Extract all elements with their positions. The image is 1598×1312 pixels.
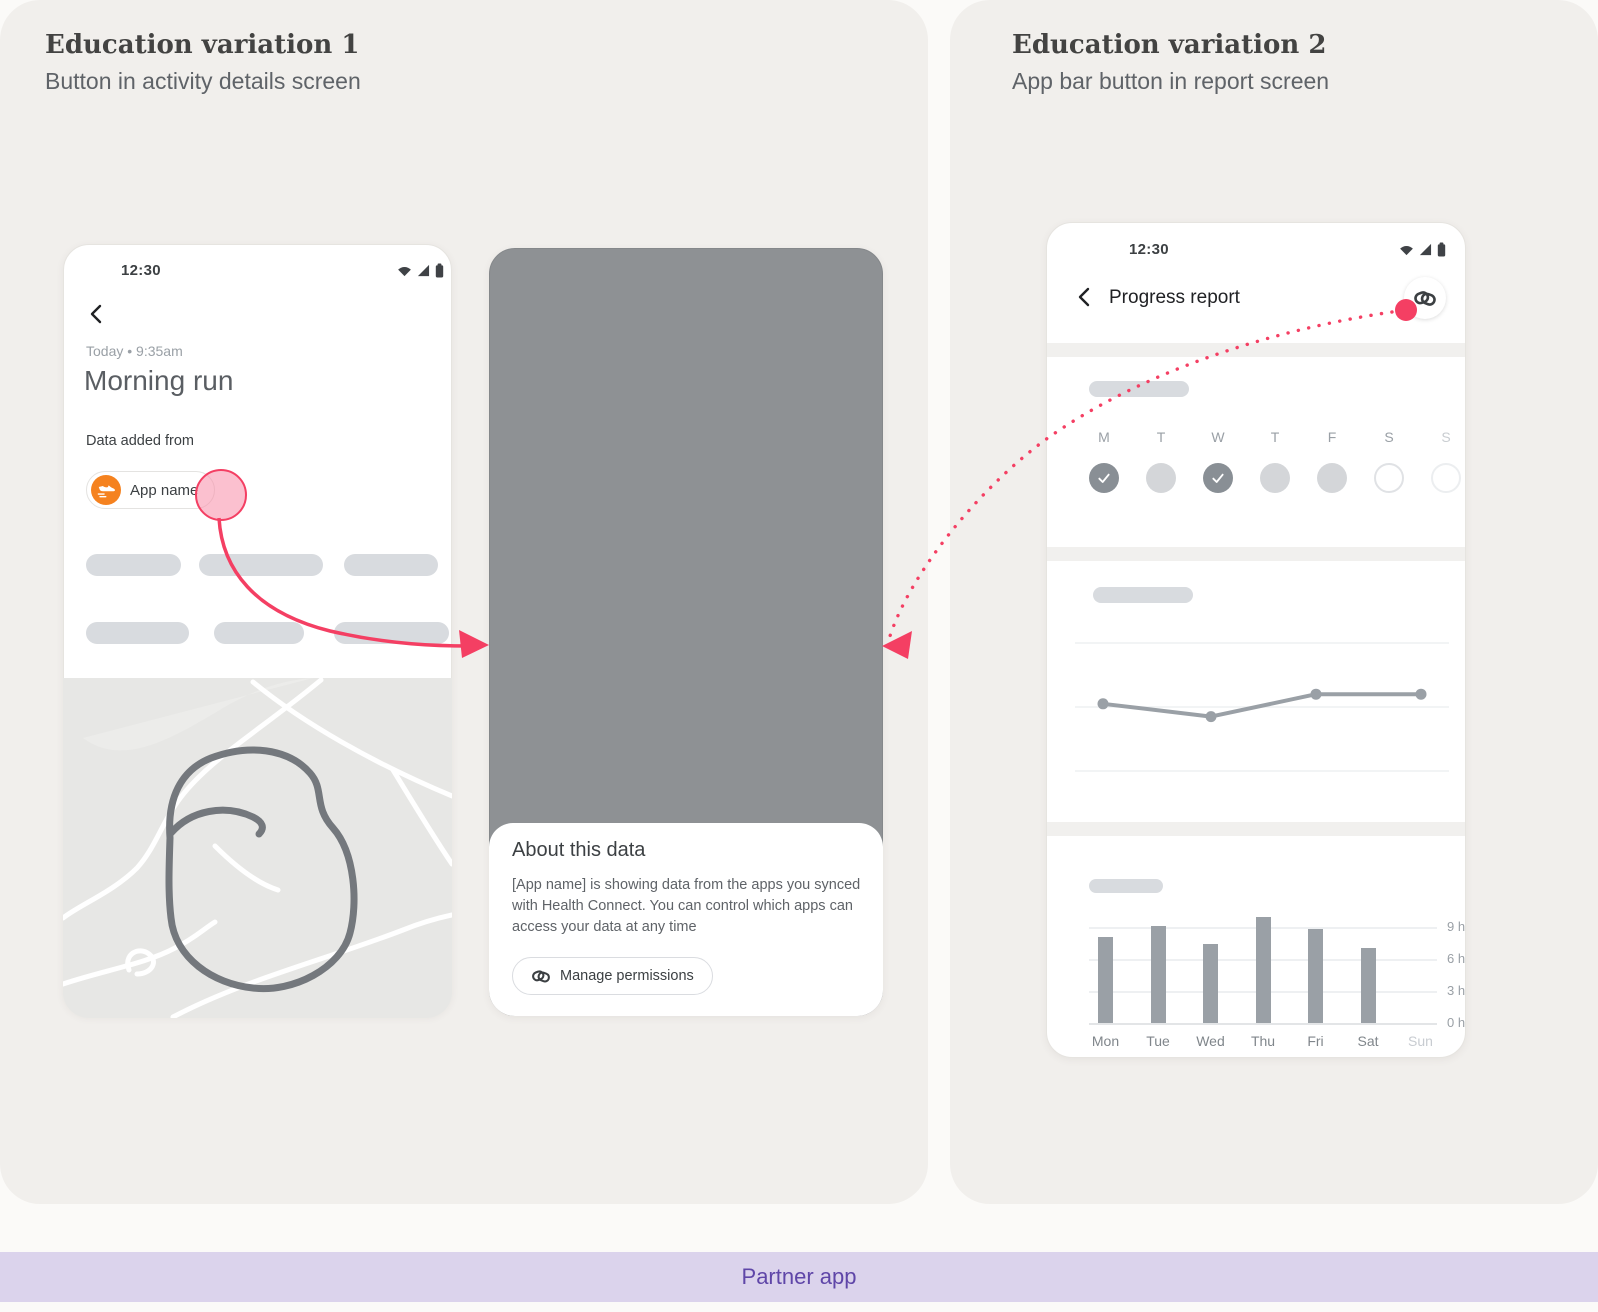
weekday-circle-filled[interactable] [1317, 463, 1347, 493]
skeleton-bar [86, 554, 181, 576]
bar-wed [1203, 944, 1218, 1023]
app-icon-badge [91, 475, 121, 505]
annotation-dot [1395, 299, 1417, 321]
skeleton-bar [1093, 587, 1193, 603]
weekday-letter: T [1156, 429, 1166, 445]
trend-line [1102, 692, 1421, 719]
skeleton-bar [214, 622, 304, 644]
bar-mon [1098, 936, 1113, 1023]
status-time: 12:30 [1129, 241, 1169, 258]
x-category-label: Sun [1408, 1033, 1433, 1049]
y-tick-label: 0 h [1447, 1015, 1466, 1030]
weekday-circle-checked[interactable] [1203, 463, 1233, 493]
activity-timestamp: Today • 9:35am [86, 343, 183, 359]
about-data-sheet: About this data [App name] is showing da… [489, 823, 883, 1016]
data-point [1310, 688, 1322, 700]
status-icons [1399, 242, 1446, 257]
x-category-label: Sat [1357, 1033, 1379, 1049]
weekday-circle-checked[interactable] [1089, 463, 1119, 493]
skeleton-bar [344, 554, 438, 576]
section-divider [1047, 343, 1465, 357]
skeleton-bar [86, 622, 189, 644]
bar-fri [1308, 929, 1323, 1023]
y-tick-label: 6 h [1447, 951, 1466, 966]
manage-permissions-label: Manage permissions [560, 968, 694, 984]
trend-line-chart [1075, 631, 1449, 781]
weekday-letter: W [1211, 429, 1225, 445]
data-point [1205, 711, 1217, 723]
bottom-sheet-phone: About this data [App name] is showing da… [489, 248, 883, 1016]
weekday-letter: S [1441, 429, 1451, 445]
data-point [1097, 698, 1109, 710]
x-category-label: Fri [1307, 1033, 1324, 1049]
skeleton-bar [334, 622, 449, 644]
back-button[interactable] [85, 302, 109, 326]
weekday-circle-filled[interactable] [1260, 463, 1290, 493]
skeleton-bar [1089, 879, 1163, 893]
panel-title: Education variation 2 [1012, 30, 1327, 60]
panel-subtitle: App bar button in report screen [1012, 68, 1330, 94]
back-button[interactable] [1073, 285, 1097, 309]
check-icon [1098, 473, 1110, 483]
weekday-circle-outline[interactable] [1374, 463, 1404, 493]
bar-thu [1255, 917, 1271, 1023]
status-time: 12:30 [121, 262, 161, 279]
activity-details-phone: 12:30 Today • 9:35am Morning run Data ad… [63, 244, 452, 1018]
x-category-label: Mon [1091, 1033, 1120, 1049]
skeleton-bar [199, 554, 323, 576]
y-tick-label: 3 h [1447, 983, 1466, 998]
section-divider [1047, 547, 1465, 561]
manage-permissions-button[interactable]: Manage permissions [512, 957, 713, 995]
weekday-circle-filled[interactable] [1146, 463, 1176, 493]
section-divider [1047, 822, 1465, 836]
panel-title: Education variation 1 [45, 30, 360, 60]
partner-app-banner: Partner app [0, 1252, 1598, 1302]
weekday-letter: T [1270, 429, 1280, 445]
line-chart-svg [1075, 642, 1449, 772]
wifi-icon [1400, 246, 1413, 256]
sheet-body: [App name] is showing data from the apps… [512, 877, 861, 935]
sheet-heading: About this data [512, 839, 646, 861]
bar-sat [1360, 948, 1376, 1023]
panel-subtitle: Button in activity details screen [45, 68, 361, 94]
app-chip-label: App name [130, 481, 199, 499]
panel-education-variation-1: Education variation 1 Button in activity… [0, 0, 928, 1204]
status-icons [397, 263, 444, 278]
weekday-letter: M [1098, 429, 1110, 445]
running-shoe-icon [97, 485, 115, 498]
panel-education-variation-2: Education variation 2 App bar button in … [950, 0, 1598, 1204]
route-map [63, 678, 452, 1018]
tap-highlight-circle [195, 469, 247, 521]
battery-icon [1437, 242, 1446, 257]
gridline [1089, 1023, 1437, 1025]
data-added-from-label: Data added from [86, 433, 195, 449]
data-point [1415, 688, 1427, 700]
chevron-left-icon [1078, 287, 1090, 307]
activity-title: Morning run [84, 365, 234, 396]
wifi-icon [398, 267, 411, 277]
map-graphic [63, 678, 452, 1018]
hours-bar-chart: 9 h 6 h 3 h 0 h Mon Tue Wed Thu Fri Sat Sun [1089, 901, 1469, 1051]
battery-icon [435, 263, 444, 278]
appbar-title: Progress report [1109, 287, 1240, 308]
x-category-label: Tue [1146, 1033, 1170, 1049]
y-tick-label: 9 h [1447, 919, 1466, 934]
check-icon [1212, 473, 1224, 483]
weekday-letter: F [1327, 429, 1337, 445]
skeleton-bar [1089, 381, 1189, 397]
chevron-left-icon [90, 304, 102, 324]
cell-signal-icon [1419, 243, 1432, 256]
cell-signal-icon [417, 264, 430, 277]
health-connect-rings-icon [532, 970, 550, 983]
weekday-circle-outline-faint[interactable] [1431, 463, 1461, 493]
bar-tue [1150, 925, 1166, 1023]
progress-report-phone: 12:30 Progress report [1046, 222, 1466, 1058]
x-category-label: Thu [1250, 1033, 1276, 1049]
weekday-letter: S [1384, 429, 1394, 445]
x-category-label: Wed [1196, 1033, 1225, 1049]
partner-app-label: Partner app [741, 1264, 857, 1289]
health-connect-rings-icon [1414, 291, 1436, 306]
